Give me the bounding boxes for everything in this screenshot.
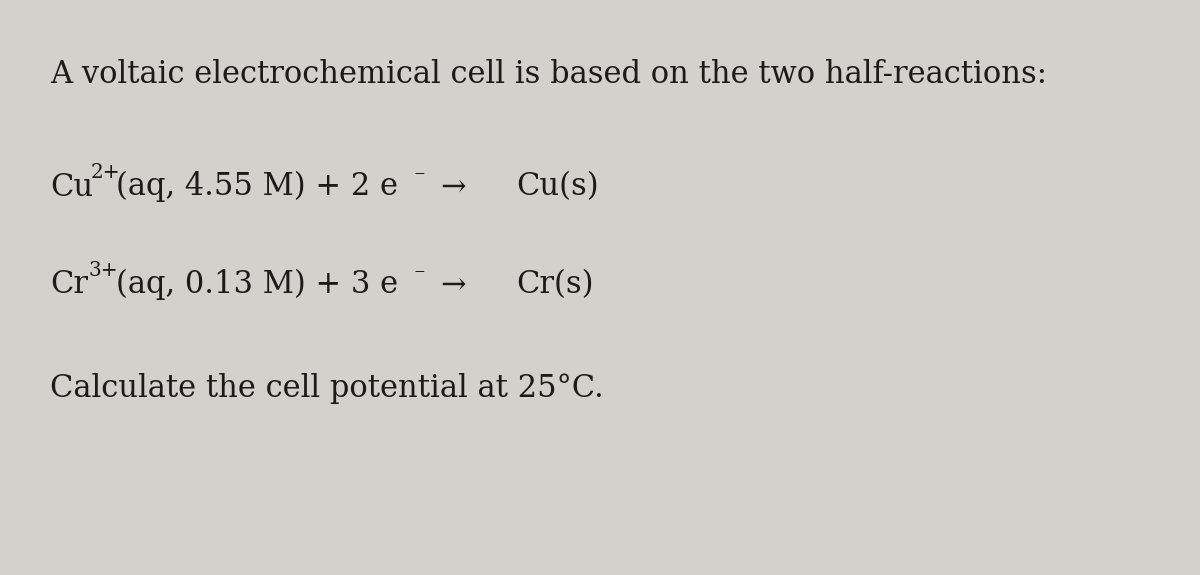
- Text: Cu(s): Cu(s): [516, 171, 599, 202]
- Text: ⁻: ⁻: [413, 266, 425, 288]
- Text: ⁻: ⁻: [413, 168, 425, 190]
- Text: Cr: Cr: [50, 269, 89, 300]
- Text: 2+: 2+: [91, 163, 120, 182]
- Text: Calculate the cell potential at 25°C.: Calculate the cell potential at 25°C.: [50, 373, 604, 404]
- Text: (aq, 4.55 M) + 2 e: (aq, 4.55 M) + 2 e: [116, 171, 398, 202]
- Text: Cr(s): Cr(s): [516, 269, 594, 300]
- Text: →: →: [440, 171, 466, 202]
- Text: Cu: Cu: [50, 171, 94, 202]
- Text: →: →: [440, 269, 466, 300]
- Text: A voltaic electrochemical cell is based on the two half-reactions:: A voltaic electrochemical cell is based …: [50, 59, 1048, 90]
- Text: 3+: 3+: [89, 261, 119, 280]
- Text: (aq, 0.13 M) + 3 e: (aq, 0.13 M) + 3 e: [116, 269, 398, 300]
